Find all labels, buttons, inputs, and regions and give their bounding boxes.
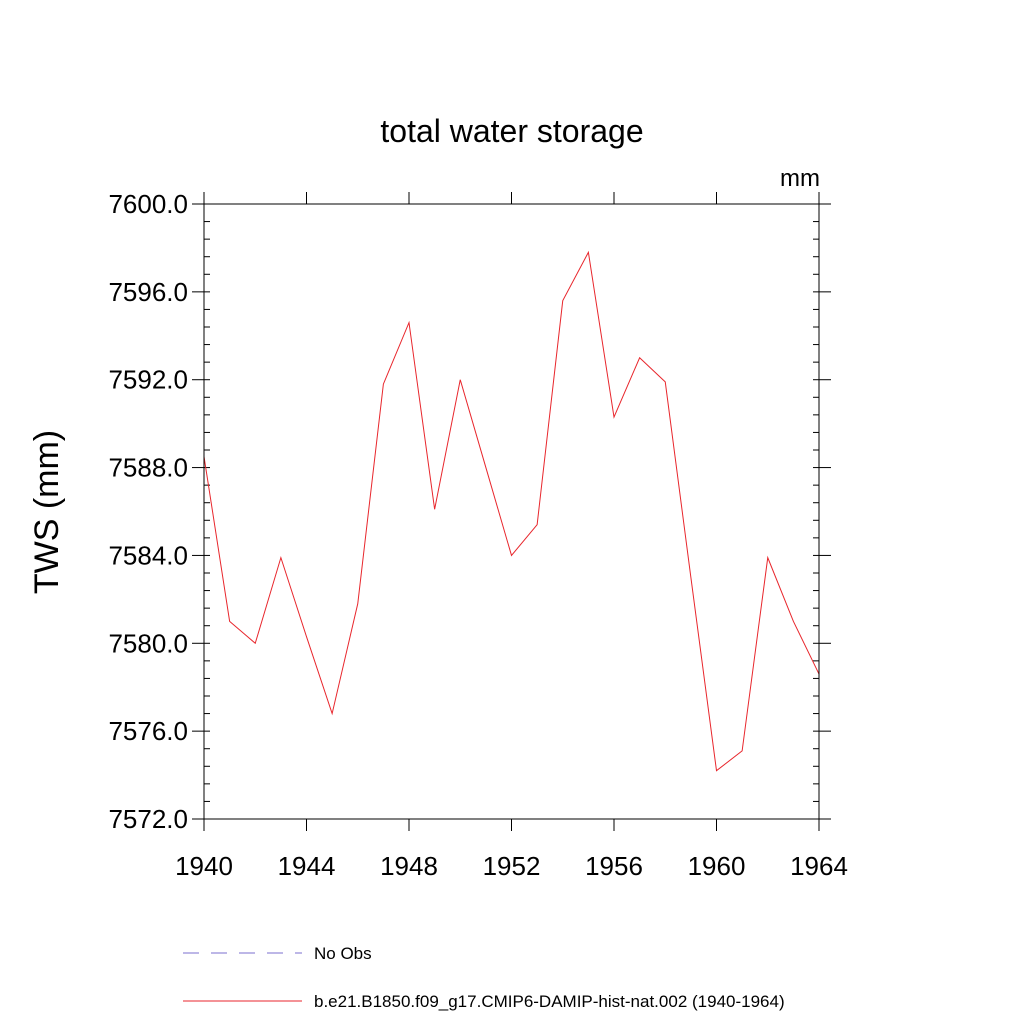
y-tick-label: 7572.0: [108, 804, 188, 834]
y-tick-labels: 7572.0 7576.0 7580.0 7584.0 7588.0 7592.0 7596…: [108, 189, 188, 834]
series-layer: [203, 250, 820, 772]
x-tick-label: 1940: [175, 851, 233, 881]
x-tick-label: 1960: [688, 851, 746, 881]
x-tick-labels: 1940 1944 1948 1952 1956 1960 1964: [175, 851, 848, 881]
minor-ticks: [204, 203, 819, 820]
y-tick-label: 7600.0: [108, 189, 188, 219]
major-ticks: [192, 192, 831, 831]
legend-label: b.e21.B1850.f09_g17.CMIP6-DAMIP-hist-nat…: [314, 992, 785, 1011]
x-tick-label: 1948: [380, 851, 438, 881]
units-label: mm: [780, 165, 820, 192]
x-tick-label: 1944: [278, 851, 336, 881]
y-axis-label: TWS (mm): [28, 430, 66, 594]
y-tick-label: 7592.0: [108, 365, 188, 395]
y-tick-label: 7588.0: [108, 453, 188, 483]
x-tick-label: 1952: [483, 851, 541, 881]
chart-title: total water storage: [380, 113, 643, 149]
y-tick-label: 7576.0: [108, 716, 188, 746]
series-line: [203, 250, 820, 772]
plot-frame: [203, 203, 820, 820]
legend-label: No Obs: [314, 944, 372, 963]
y-tick-label: 7584.0: [108, 540, 188, 570]
x-tick-label: 1964: [790, 851, 848, 881]
y-tick-label: 7596.0: [108, 277, 188, 307]
x-tick-label: 1956: [585, 851, 643, 881]
y-tick-label: 7580.0: [108, 628, 188, 658]
legend: No Obs b.e21.B1850.f09_g17.CMIP6-DAMIP-hi…: [183, 944, 785, 1011]
